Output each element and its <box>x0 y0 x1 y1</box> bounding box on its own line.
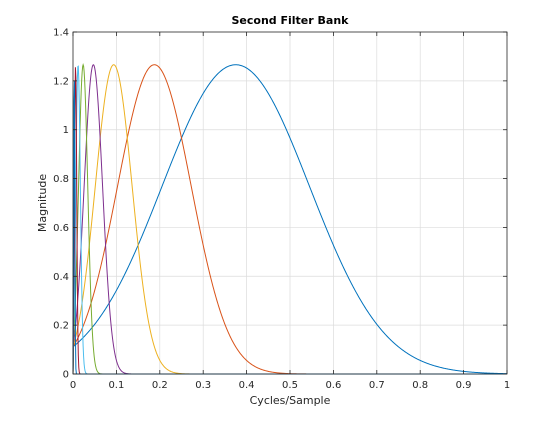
y-tick-label: 0 <box>63 370 69 381</box>
x-tick-label: 0.8 <box>412 380 428 391</box>
x-tick-label: 0.6 <box>325 380 341 391</box>
y-tick-label: 1.2 <box>53 76 69 87</box>
x-tick-label: 0 <box>70 380 76 391</box>
ticks: 0 0.1 0.2 0.3 0.4 0.5 0.6 0.7 0.8 0.9 1 0 0.2 0.4 0.6 0… <box>53 28 510 392</box>
x-axis-label: Cycles/Sample <box>250 394 331 407</box>
y-tick-label: 1.4 <box>53 28 69 39</box>
y-tick-label: 0.6 <box>53 223 69 234</box>
y-tick-label: 0.2 <box>53 321 69 332</box>
x-tick-label: 0.3 <box>195 380 211 391</box>
y-tick-label: 0.8 <box>53 174 69 185</box>
y-tick-label: 1 <box>63 125 69 136</box>
y-axis-label: Magnitude <box>36 174 49 233</box>
x-tick-label: 0.4 <box>239 380 255 391</box>
x-tick-label: 0.1 <box>108 380 124 391</box>
x-tick-label: 0.5 <box>282 380 298 391</box>
chart-title: Second Filter Bank <box>232 14 350 27</box>
x-tick-label: 0.7 <box>369 380 385 391</box>
x-tick-label: 1 <box>504 380 510 391</box>
filter-response-line <box>72 64 508 375</box>
grid <box>73 32 507 374</box>
y-tick-label: 0.4 <box>53 272 69 283</box>
x-tick-label: 0.2 <box>152 380 168 391</box>
x-tick-label: 0.9 <box>456 380 472 391</box>
